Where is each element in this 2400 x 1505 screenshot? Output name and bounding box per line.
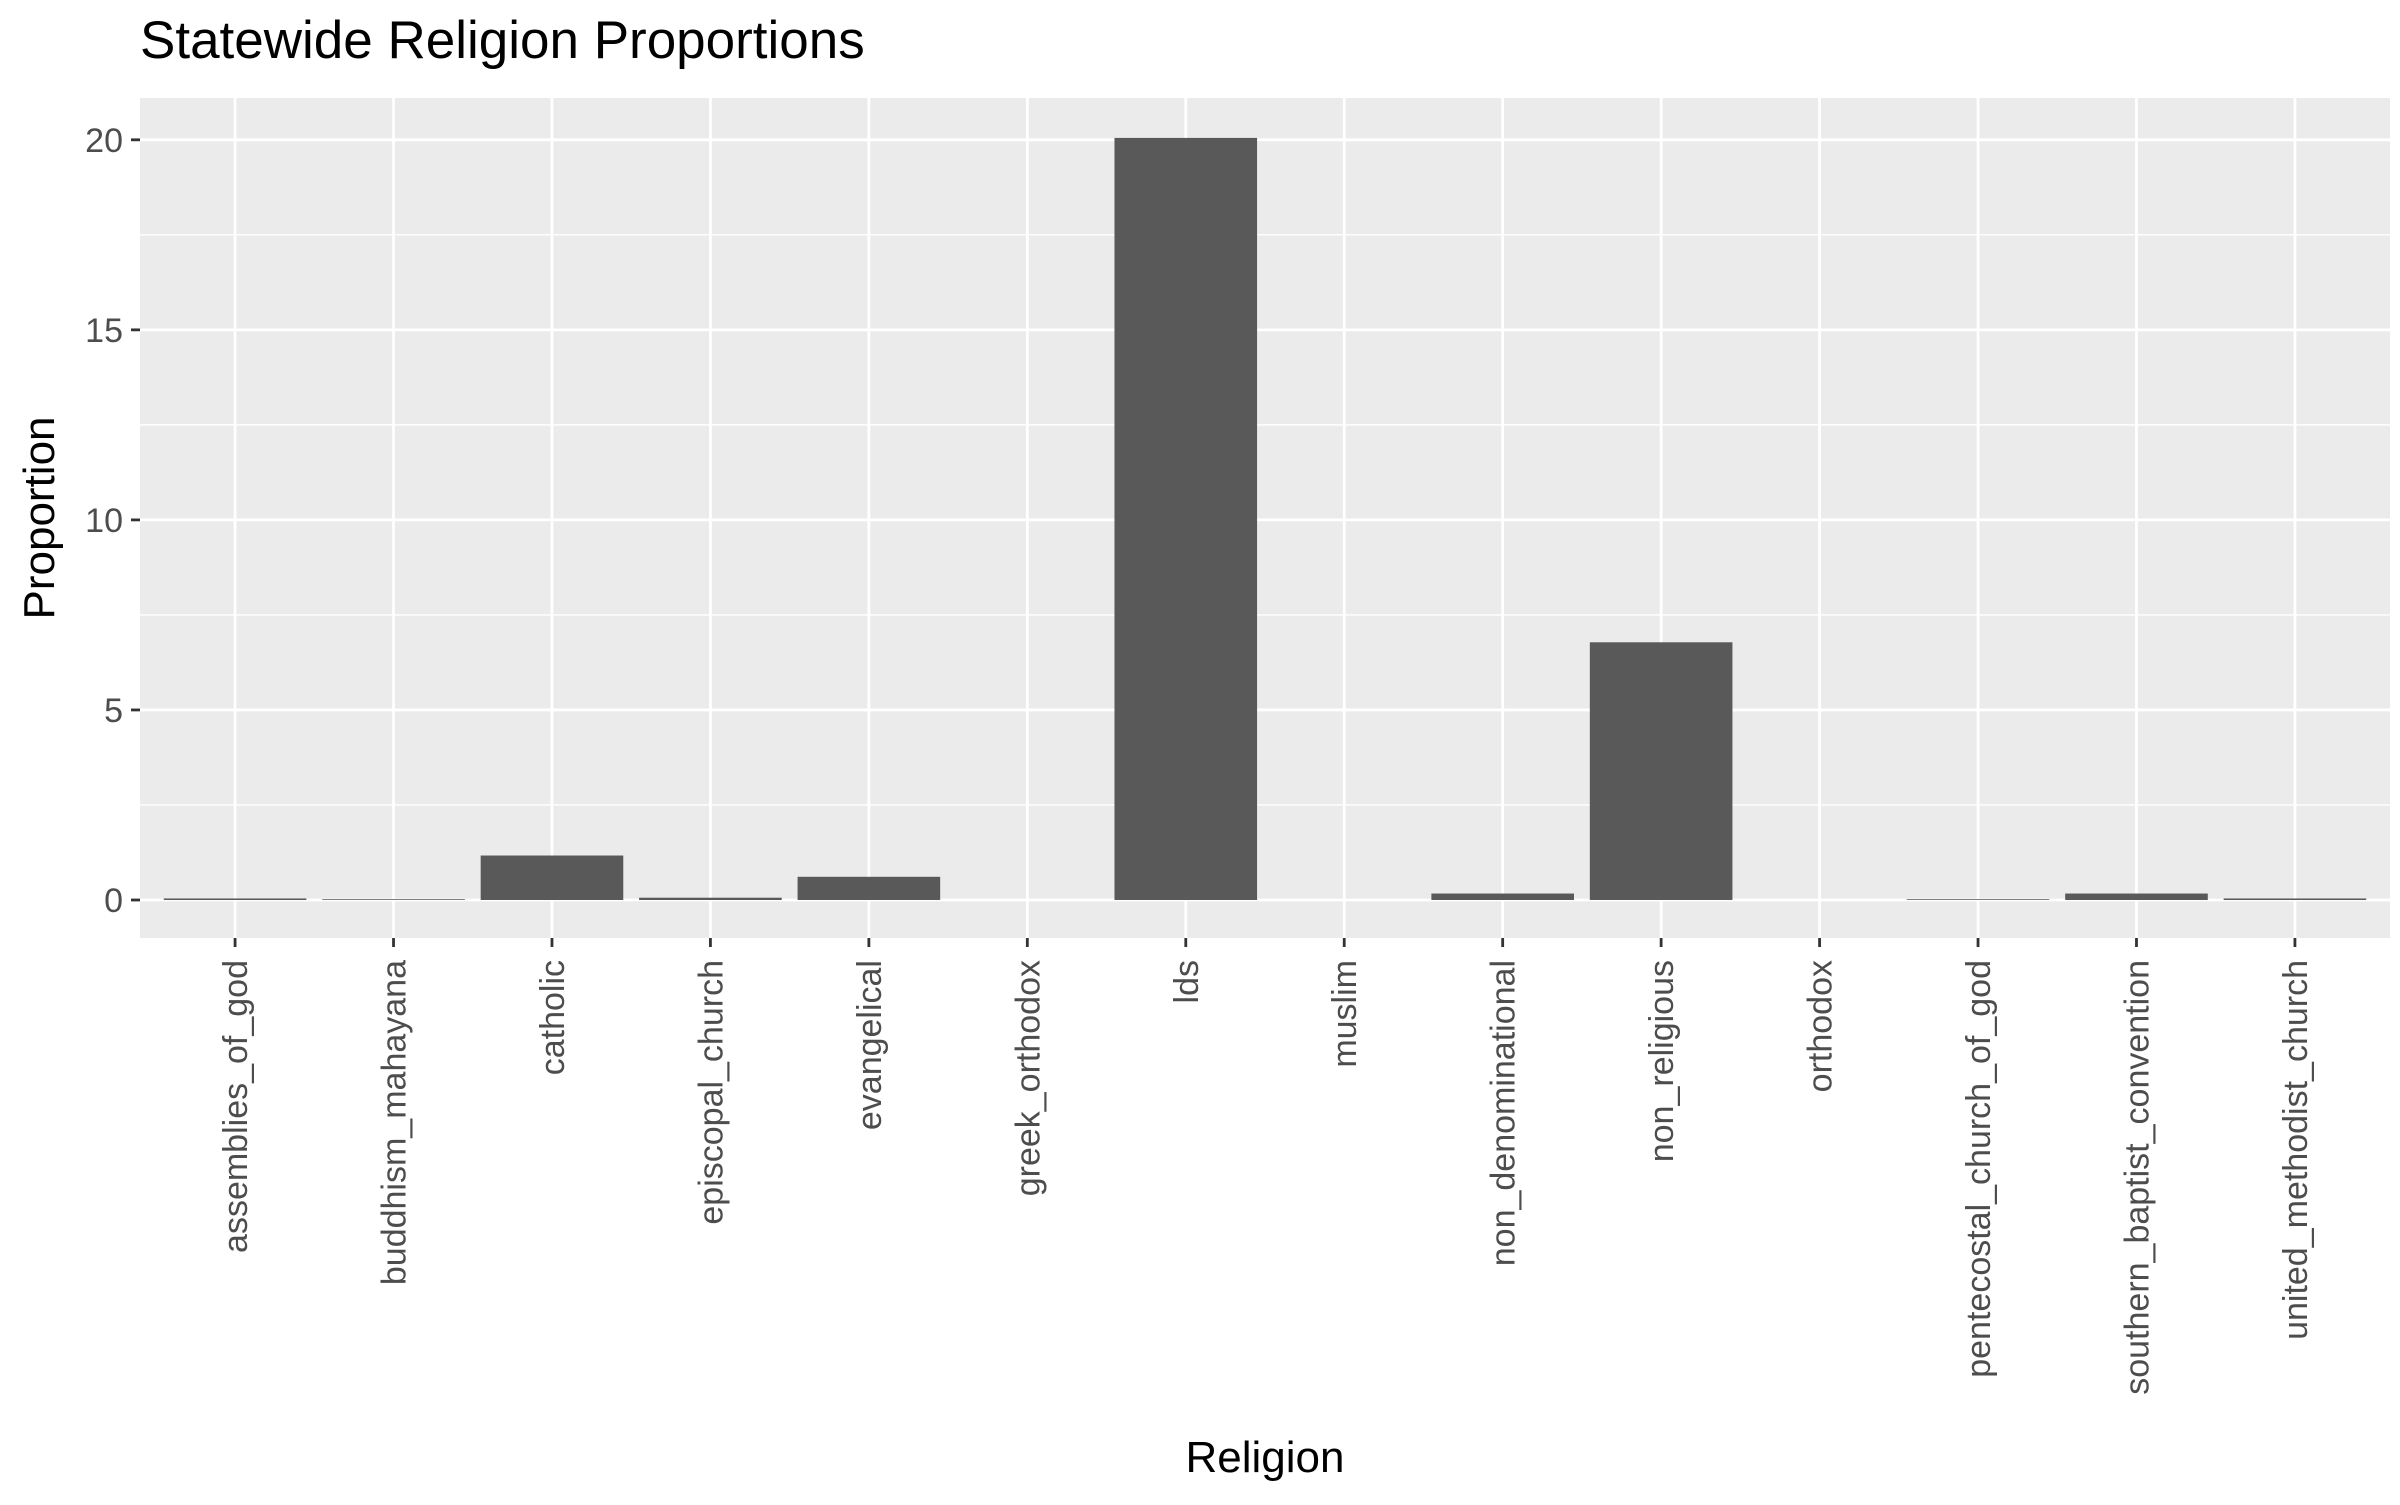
x-tick-label: non_denominational xyxy=(1485,960,1523,1266)
x-tick-label: evangelical xyxy=(851,960,889,1130)
y-axis: 0 5 10 15 20 xyxy=(85,122,140,920)
x-tick-label: muslim xyxy=(1326,960,1364,1068)
y-tick-label: 15 xyxy=(85,312,123,350)
x-tick-label: lds xyxy=(1168,960,1206,1003)
y-tick-label: 5 xyxy=(104,692,123,730)
bar-lds xyxy=(1114,137,1258,900)
x-tick-label: southern_baptist_convention xyxy=(2118,960,2156,1395)
x-tick-label: catholic xyxy=(534,960,572,1075)
x-tick-label: orthodox xyxy=(1802,960,1840,1092)
y-tick-label: 10 xyxy=(85,502,123,540)
y-axis-title: Proportion xyxy=(15,416,64,619)
bar-united-methodist-church xyxy=(2223,898,2367,900)
x-tick-label: non_religious xyxy=(1643,960,1681,1162)
bar-non-religious xyxy=(1589,642,1733,900)
x-tick-label: greek_orthodox xyxy=(1009,960,1047,1196)
bars xyxy=(163,137,2367,900)
x-tick-label: pentecostal_church_of_god xyxy=(1960,960,1998,1378)
bar-buddhism-mahayana xyxy=(322,899,465,900)
x-tick-label: buddhism_mahayana xyxy=(376,960,414,1285)
x-tick-label: united_methodist_church xyxy=(2277,960,2315,1340)
x-axis-title: Religion xyxy=(1186,1433,1345,1482)
grid-lines xyxy=(140,98,2390,938)
bar-non-denominational xyxy=(1431,893,1574,900)
y-tick-label: 0 xyxy=(104,882,123,920)
x-tick-label: assemblies_of_god xyxy=(217,960,255,1253)
y-tick-label: 20 xyxy=(85,122,123,160)
bar-episcopal-church xyxy=(639,897,782,900)
chart-title: Statewide Religion Proportions xyxy=(140,11,865,70)
x-axis: assemblies_of_god buddhism_mahayana cathol… xyxy=(217,938,2315,1395)
plot-panel xyxy=(140,98,2390,938)
bar-southern-baptist-convention xyxy=(2065,893,2208,900)
bar-catholic xyxy=(480,855,624,900)
x-tick-label: episcopal_church xyxy=(692,960,730,1225)
bar-evangelical xyxy=(797,876,941,900)
bar-pentecostal-church-of-god xyxy=(1906,899,2050,900)
bar-assemblies-of-god xyxy=(163,898,307,900)
